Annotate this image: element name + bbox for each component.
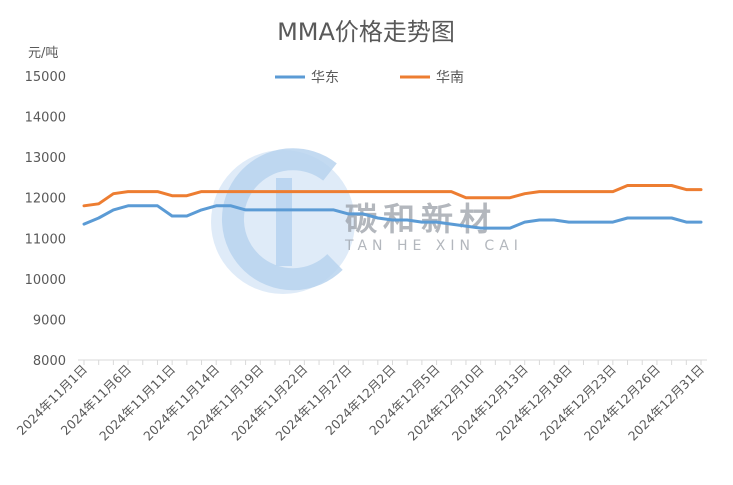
series-line-0 — [82, 204, 703, 230]
x-tick-label: 2024年11月14日 — [140, 362, 222, 444]
chart-title: MMA价格走势图 — [277, 18, 455, 46]
x-tick-label: 2024年11月11日 — [96, 362, 178, 444]
x-tick-label: 2024年12月23日 — [537, 362, 619, 444]
watermark-cn-text: 碳和新材 — [345, 200, 497, 238]
y-tick-label: 10000 — [25, 273, 66, 288]
y-tick-label: 11000 — [25, 232, 66, 247]
series-layer — [82, 184, 703, 230]
watermark-arc — [221, 148, 343, 291]
x-tick-label: 2024年11月22日 — [228, 362, 310, 444]
x-tick-label: 2024年12月18日 — [493, 362, 575, 444]
legend-label-1: 华南 — [436, 70, 464, 86]
series-line-1 — [82, 184, 703, 208]
watermark-en-text: TAN HE XIN CAI — [344, 238, 523, 254]
x-tick-label: 2024年11月27日 — [272, 362, 354, 444]
legend-label-0: 华东 — [311, 70, 339, 86]
x-tick-label: 2024年12月10日 — [405, 362, 487, 444]
y-tick-label: 12000 — [25, 192, 66, 207]
y-tick-label: 15000 — [25, 70, 66, 85]
y-tick-label: 13000 — [25, 151, 66, 166]
watermark-stem — [276, 178, 292, 266]
watermark-logo: 碳和新材 TAN HE XIN CAI — [211, 148, 523, 294]
legend: 华东 华南 — [275, 70, 464, 86]
y-tick-label: 8000 — [33, 354, 66, 369]
x-tick-label: 2024年11月19日 — [184, 362, 266, 444]
x-tick-label: 2024年12月26日 — [581, 362, 663, 444]
x-tick-label: 2024年12月13日 — [449, 362, 531, 444]
y-tick-label: 9000 — [33, 313, 66, 328]
y-tick-label: 14000 — [25, 111, 66, 126]
axes: 8000 9000 10000 11000 12000 13000 14000 15000 20… — [14, 70, 707, 444]
y-axis-unit: 元/吨 — [28, 46, 58, 61]
x-tick-label: 2024年12月31日 — [625, 362, 707, 444]
